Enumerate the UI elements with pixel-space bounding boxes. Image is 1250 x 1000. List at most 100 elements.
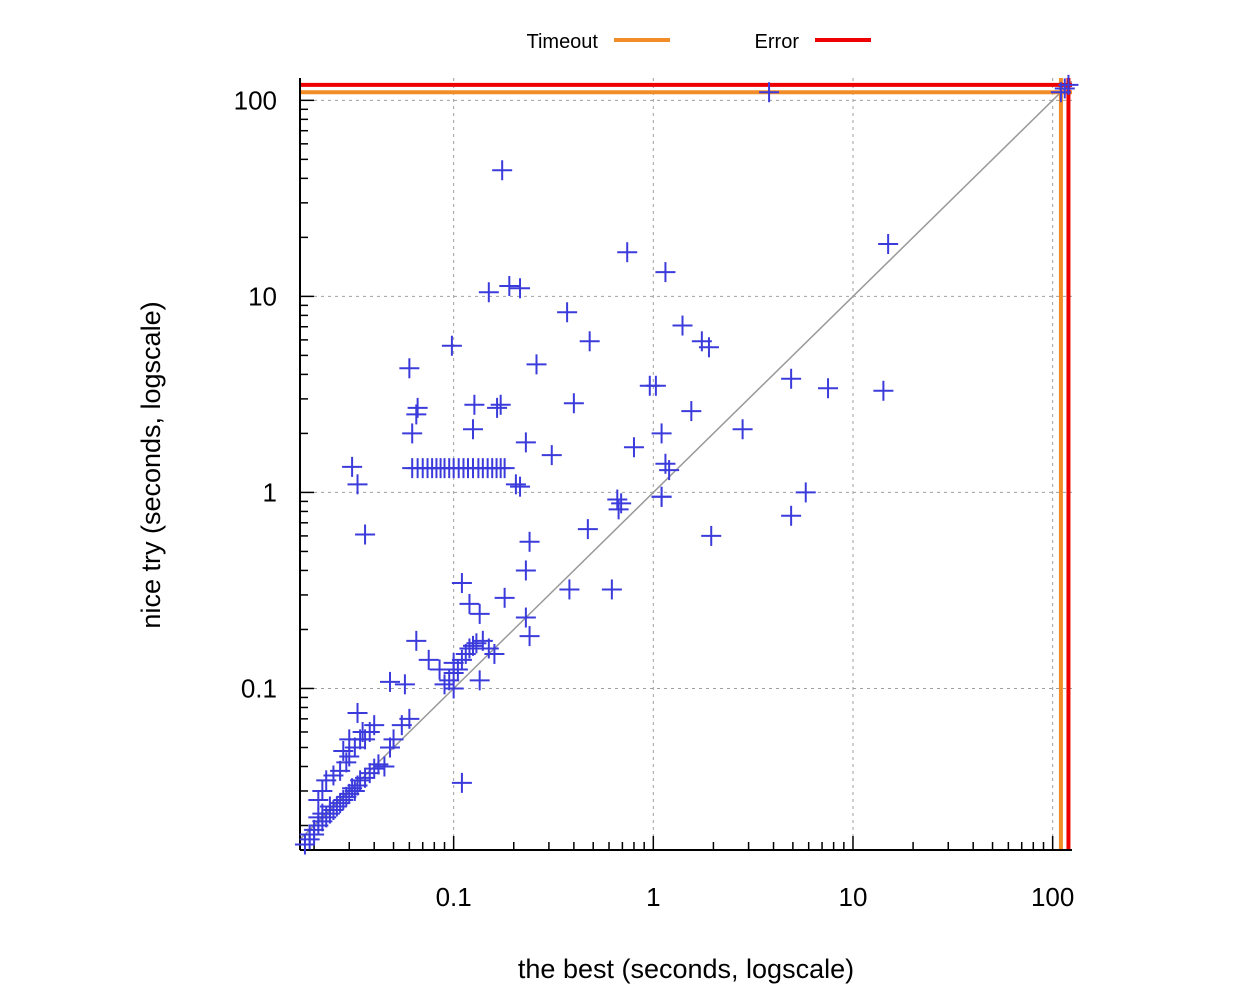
data-point bbox=[701, 525, 722, 546]
data-point bbox=[459, 593, 480, 614]
data-point bbox=[344, 737, 365, 758]
data-point bbox=[878, 234, 899, 255]
data-point bbox=[347, 702, 368, 723]
data-point bbox=[374, 756, 395, 777]
data-point bbox=[399, 708, 420, 729]
legend: Timeout Error bbox=[526, 31, 871, 53]
y-tick-label: 100 bbox=[234, 85, 277, 115]
data-point bbox=[818, 378, 839, 399]
data-point bbox=[478, 282, 499, 303]
data-point bbox=[399, 358, 420, 379]
data-point bbox=[352, 721, 373, 742]
data-point bbox=[781, 368, 802, 389]
data-point bbox=[519, 626, 540, 647]
data-point bbox=[611, 493, 632, 514]
data-point bbox=[681, 401, 702, 422]
data-point bbox=[510, 278, 531, 299]
data-point bbox=[339, 746, 360, 767]
data-point bbox=[510, 476, 531, 497]
data-point bbox=[418, 649, 439, 670]
data-point bbox=[469, 670, 490, 691]
data-point bbox=[487, 397, 508, 418]
data-point bbox=[447, 659, 468, 680]
data-point bbox=[333, 740, 354, 761]
data-point bbox=[1058, 74, 1079, 95]
data-point bbox=[451, 772, 472, 793]
data-point bbox=[380, 737, 401, 758]
data-point bbox=[443, 678, 464, 699]
data-point bbox=[541, 445, 562, 466]
data-point bbox=[312, 780, 333, 801]
y-tick-label: 1 bbox=[263, 477, 277, 507]
data-point bbox=[339, 729, 360, 750]
data-point bbox=[1054, 78, 1075, 99]
x-axis-title: the best (seconds, logscale) bbox=[518, 954, 854, 984]
data-point bbox=[623, 437, 644, 458]
data-point bbox=[526, 354, 547, 375]
axes: 0.1 1 10 100 0.1 1 10 100 bbox=[234, 78, 1074, 912]
data-points bbox=[294, 74, 1079, 855]
data-point bbox=[659, 460, 680, 481]
data-point bbox=[698, 337, 719, 358]
data-point bbox=[579, 331, 600, 352]
y-axis-title: nice try (seconds, logscale) bbox=[136, 301, 166, 628]
data-point bbox=[655, 262, 676, 283]
x-tick-label: 10 bbox=[839, 882, 868, 912]
data-point bbox=[732, 419, 753, 440]
data-point bbox=[364, 715, 385, 736]
data-point bbox=[383, 729, 404, 750]
data-point bbox=[484, 643, 505, 664]
data-point bbox=[651, 486, 672, 507]
data-point bbox=[463, 635, 484, 656]
data-point bbox=[759, 82, 780, 103]
data-point bbox=[469, 603, 490, 624]
data-point bbox=[441, 335, 462, 356]
data-point bbox=[515, 432, 536, 453]
data-point bbox=[368, 754, 389, 775]
data-point bbox=[434, 674, 455, 695]
data-point bbox=[559, 579, 580, 600]
data-point bbox=[347, 474, 368, 495]
data-point bbox=[494, 458, 515, 479]
data-point bbox=[601, 579, 622, 600]
data-point bbox=[402, 423, 423, 444]
x-tick-label: 100 bbox=[1031, 882, 1074, 912]
data-point bbox=[651, 423, 672, 444]
data-point bbox=[308, 789, 329, 810]
data-point bbox=[519, 531, 540, 552]
data-point bbox=[515, 560, 536, 581]
data-point bbox=[294, 834, 315, 855]
data-point bbox=[505, 474, 526, 495]
plot-area bbox=[300, 78, 1072, 850]
data-point bbox=[478, 638, 499, 659]
data-point bbox=[607, 489, 628, 510]
data-point bbox=[364, 758, 385, 779]
data-point bbox=[617, 242, 638, 263]
legend-label-timeout: Timeout bbox=[526, 31, 598, 53]
data-point bbox=[577, 519, 598, 540]
data-point bbox=[451, 573, 472, 594]
data-point bbox=[344, 780, 365, 801]
data-point bbox=[515, 607, 536, 628]
data-point bbox=[407, 397, 428, 418]
data-point bbox=[359, 763, 380, 784]
x-tick-label: 1 bbox=[646, 882, 660, 912]
diagonal-line bbox=[300, 80, 1072, 840]
x-tick-label: 0.1 bbox=[436, 882, 472, 912]
legend-label-error: Error bbox=[755, 31, 800, 53]
y-tick-label: 10 bbox=[248, 281, 277, 311]
data-point bbox=[463, 419, 484, 440]
data-point bbox=[645, 375, 666, 396]
data-point bbox=[406, 630, 427, 651]
data-point bbox=[429, 659, 450, 680]
data-point bbox=[355, 524, 376, 545]
data-point bbox=[499, 275, 520, 296]
data-point bbox=[490, 394, 511, 415]
data-point bbox=[557, 302, 578, 323]
data-point bbox=[494, 587, 515, 608]
data-point bbox=[563, 393, 584, 414]
data-point bbox=[492, 160, 513, 181]
y-tick-label: 0.1 bbox=[241, 673, 277, 703]
data-point bbox=[672, 315, 693, 336]
data-point bbox=[394, 674, 415, 695]
